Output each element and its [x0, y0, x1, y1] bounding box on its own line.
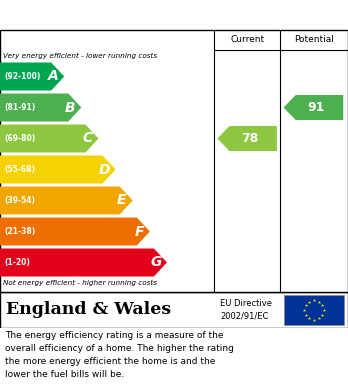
Text: A: A [48, 70, 59, 84]
Text: Not energy efficient - higher running costs: Not energy efficient - higher running co… [3, 280, 157, 286]
Text: (81-91): (81-91) [4, 103, 35, 112]
Text: Energy Efficiency Rating: Energy Efficiency Rating [73, 7, 275, 23]
Text: (55-68): (55-68) [4, 165, 35, 174]
Text: C: C [82, 131, 93, 145]
Text: (39-54): (39-54) [4, 196, 35, 205]
Polygon shape [0, 63, 64, 90]
Text: (1-20): (1-20) [4, 258, 30, 267]
Polygon shape [0, 249, 167, 276]
Text: G: G [150, 255, 162, 269]
Text: (69-80): (69-80) [4, 134, 35, 143]
Text: Very energy efficient - lower running costs: Very energy efficient - lower running co… [3, 53, 157, 59]
Bar [284, 295, 344, 325]
Text: (21-38): (21-38) [4, 227, 35, 236]
Text: England & Wales: England & Wales [6, 301, 171, 319]
Text: EU Directive
2002/91/EC: EU Directive 2002/91/EC [220, 299, 272, 321]
Text: E: E [117, 194, 127, 208]
Polygon shape [217, 126, 277, 151]
Text: Current: Current [230, 36, 264, 45]
Polygon shape [0, 156, 116, 183]
Text: The energy efficiency rating is a measure of the
overall efficiency of a home. T: The energy efficiency rating is a measur… [5, 331, 234, 378]
Text: (92-100): (92-100) [4, 72, 40, 81]
Text: F: F [134, 224, 144, 239]
Text: Potential: Potential [294, 36, 334, 45]
Polygon shape [0, 124, 98, 152]
Polygon shape [284, 95, 343, 120]
Polygon shape [0, 217, 150, 246]
Text: 78: 78 [242, 132, 259, 145]
Text: D: D [99, 163, 110, 176]
Polygon shape [0, 93, 81, 122]
Text: 91: 91 [308, 101, 325, 114]
Polygon shape [0, 187, 133, 215]
Text: B: B [65, 100, 76, 115]
